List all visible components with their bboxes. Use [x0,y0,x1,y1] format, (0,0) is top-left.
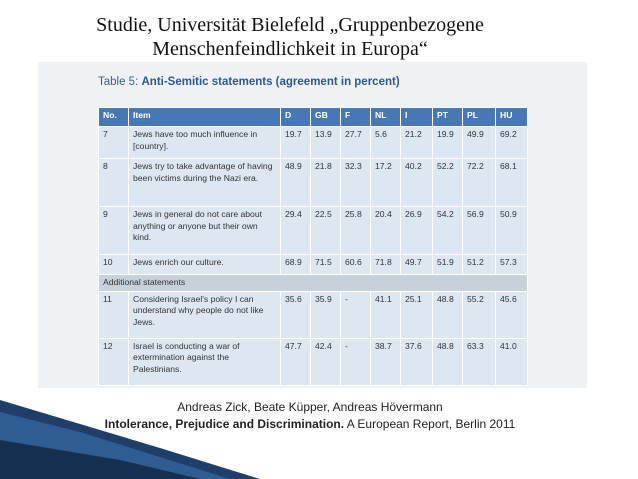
caption-text: Anti-Semitic statements (agreement in pe… [141,76,400,88]
cell: 38.7 [370,337,401,386]
citation-rest: A European Report, Berlin 2011 [346,417,516,431]
cell: 12 [98,337,129,386]
cell: 21.2 [400,126,433,159]
title-line: Menschenfeindlichkeit in Europa“ [152,38,428,60]
item-cell: Jews in general do not care about anythi… [128,206,281,255]
cell: 21.8 [310,158,341,207]
cell: 17.2 [370,158,401,207]
cell: 51.2 [462,254,496,275]
cell: 55.2 [462,290,496,339]
cell: 7 [98,126,129,159]
cell: 54.2 [432,206,463,255]
cell: 35.6 [280,290,311,339]
item-cell: Jews enrich our culture. [128,254,281,275]
cell: 57.3 [495,254,528,275]
cell: 49.7 [400,254,433,275]
cell: 20.4 [370,206,401,255]
cell: 60.6 [340,254,371,275]
table-row: 7 Jews have too much influence in [countr… [98,126,528,159]
cell: 48.8 [432,337,463,386]
cell: 49.9 [462,126,496,159]
column-header: D [280,107,311,127]
citation-authors: Andreas Zick, Beate Küpper, Andreas Höve… [177,400,443,414]
cell: 41.0 [495,337,528,386]
column-header: I [400,107,433,127]
citation-title: Intolerance, Prejudice and Discriminatio… [104,417,345,431]
cell: 8 [98,158,129,207]
table-row: 12 Israel is conducting a war of extermin… [98,337,528,386]
data-table: No. Item D GB F NL I PT PL HU 7 Jews have too much … [98,107,528,386]
cell: 26.9 [400,206,433,255]
table-row: 10 Jews enrich our culture. 68.9 71.5 60.6 71… [98,254,528,275]
section-row: Additional statements [98,274,528,292]
cell: 25.1 [400,290,433,339]
cell: 69.2 [495,126,528,159]
cell: 32.3 [340,158,371,207]
cell: 68.9 [280,254,311,275]
item-cell: Considering Israel's policy I can unders… [128,290,281,339]
cell: 71.5 [310,254,341,275]
table-row: 11 Considering Israel's policy I can unde… [98,290,528,339]
cell: 42.4 [310,337,341,386]
column-header: NL [370,107,401,127]
column-header: F [340,107,371,127]
citation-line: Intolerance, Prejudice and Discriminatio… [0,417,620,431]
column-header: HU [495,107,528,127]
table-row: 8 Jews try to take advantage of having be… [98,158,528,207]
column-header: No. [98,107,129,127]
section-cell: Additional statements [98,274,528,292]
cell: 25.8 [340,206,371,255]
cell: 51.9 [432,254,463,275]
cell: - [340,337,371,386]
column-header: PL [462,107,496,127]
column-header: Item [128,107,281,127]
cell: 19.9 [432,126,463,159]
cell: 19.7 [280,126,311,159]
cell: 48.8 [432,290,463,339]
cell: 27.7 [340,126,371,159]
column-header: PT [432,107,463,127]
cell: 29.4 [280,206,311,255]
cell: 50.9 [495,206,528,255]
cell: 48.9 [280,158,311,207]
cell: 11 [98,290,129,339]
cell: 71.8 [370,254,401,275]
title-line: Studie, Universität Bielefeld „Gruppenbe… [96,14,484,36]
cell: 41.1 [370,290,401,339]
column-header: GB [310,107,341,127]
cell: 40.2 [400,158,433,207]
caption-label: Table 5: [98,76,139,88]
cell: 37.6 [400,337,433,386]
cell: 9 [98,206,129,255]
cell: 10 [98,254,129,275]
item-cell: Israel is conducting a war of exterminat… [128,337,281,386]
item-cell: Jews have too much influence in [country… [128,126,281,159]
item-cell: Jews try to take advantage of having bee… [128,158,281,207]
table-row: 9 Jews in general do not care about anyth… [98,206,528,255]
cell: 52.2 [432,158,463,207]
cell: 47.7 [280,337,311,386]
cell: 22.5 [310,206,341,255]
cell: 56.9 [462,206,496,255]
cell: - [340,290,371,339]
cell: 13.9 [310,126,341,159]
cell: 72.2 [462,158,496,207]
swoosh-dark [0,440,200,479]
cell: 35.9 [310,290,341,339]
table-caption: Table 5: Anti-Semitic statements (agreem… [98,76,400,88]
cell: 45.6 [495,290,528,339]
cell: 63.3 [462,337,496,386]
header-row: No. Item D GB F NL I PT PL HU [98,107,528,127]
cell: 5.6 [370,126,401,159]
cell: 68.1 [495,158,528,207]
